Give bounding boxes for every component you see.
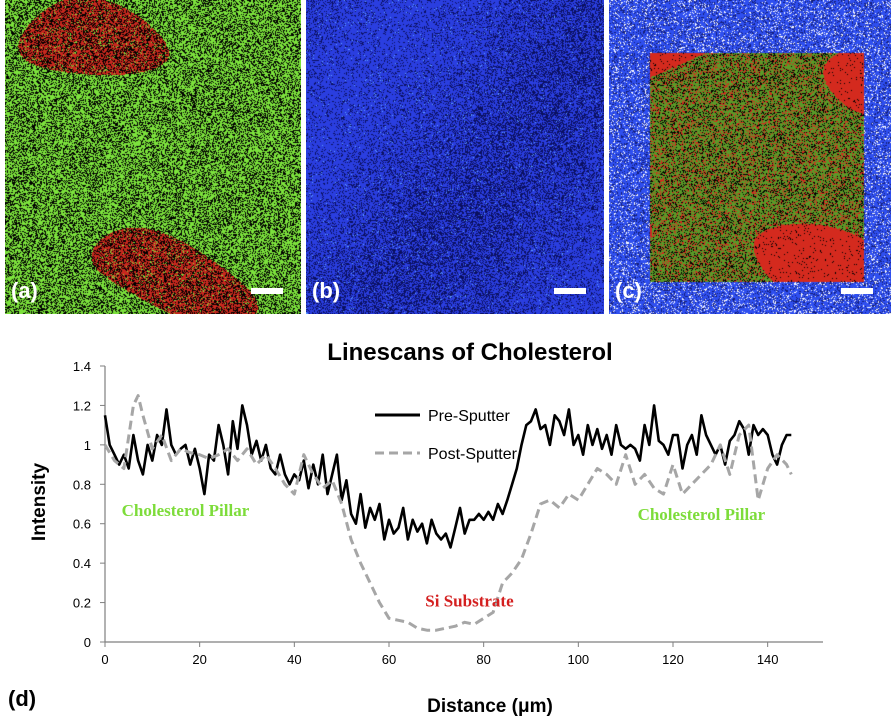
panel-a-image [5, 0, 301, 314]
image-panel-b: (b) [306, 0, 604, 314]
y-tick-label: 0 [84, 635, 91, 650]
y-axis-label: Intensity [29, 463, 50, 542]
y-tick-label: 1 [84, 438, 91, 453]
x-tick-label: 0 [101, 652, 108, 667]
chart-annotations: Cholesterol Pillar Si Substrate Cholestero… [122, 501, 766, 611]
series-line-post-sputter [103, 394, 793, 632]
legend-label: Pre-Sputter [428, 408, 510, 425]
annotation-label: Cholesterol Pillar [122, 501, 250, 520]
panel-c-scale-bar [841, 288, 873, 294]
y-tick-label: 0.6 [73, 517, 91, 532]
x-tick-label: 120 [662, 652, 684, 667]
series-line-pre-sputter [103, 404, 792, 549]
panel-c-image [609, 0, 891, 314]
y-tick-label: 1.2 [73, 398, 91, 413]
x-tick-label: 20 [192, 652, 206, 667]
x-tick-label: 100 [567, 652, 589, 667]
y-tick-label: 0.2 [73, 596, 91, 611]
legend-label: Post-Sputter [428, 446, 518, 463]
x-tick-label: 60 [382, 652, 396, 667]
chart-title: Linescans of Cholesterol [327, 339, 612, 366]
x-axis-label: Distance (μm) [427, 696, 553, 717]
panel-a-label: (a) [11, 278, 38, 303]
annotation-label: Cholesterol Pillar [638, 505, 766, 524]
panel-d-label: (d) [8, 686, 37, 711]
panel-b-label: (b) [312, 278, 341, 303]
y-tick-label: 1.4 [73, 359, 91, 374]
annotation-label: Si Substrate [425, 592, 514, 611]
chart-legend: Pre-Sputter Post-Sputter [375, 408, 518, 463]
panel-a-scale-bar [251, 288, 283, 294]
image-panel-a: (a) [5, 0, 301, 314]
chart-series [103, 394, 793, 632]
x-tick-label: 140 [757, 652, 779, 667]
linescan-chart: Linescans of Cholesterol Intensity Dista… [29, 339, 823, 717]
panel-c-label: (c) [615, 278, 642, 303]
y-tick-label: 0.8 [73, 477, 91, 492]
y-tick-label: 0.4 [73, 556, 91, 571]
x-tick-label: 40 [287, 652, 301, 667]
panel-b-scale-bar [554, 288, 586, 294]
image-panel-c: (c) [609, 0, 891, 314]
chart-axes: 0 20 40 60 80 100 120 140 0 0.2 0.4 0.6 0.8 1 1.2 1.4 [73, 359, 823, 667]
panel-b-image [306, 0, 604, 314]
x-tick-label: 80 [476, 652, 490, 667]
